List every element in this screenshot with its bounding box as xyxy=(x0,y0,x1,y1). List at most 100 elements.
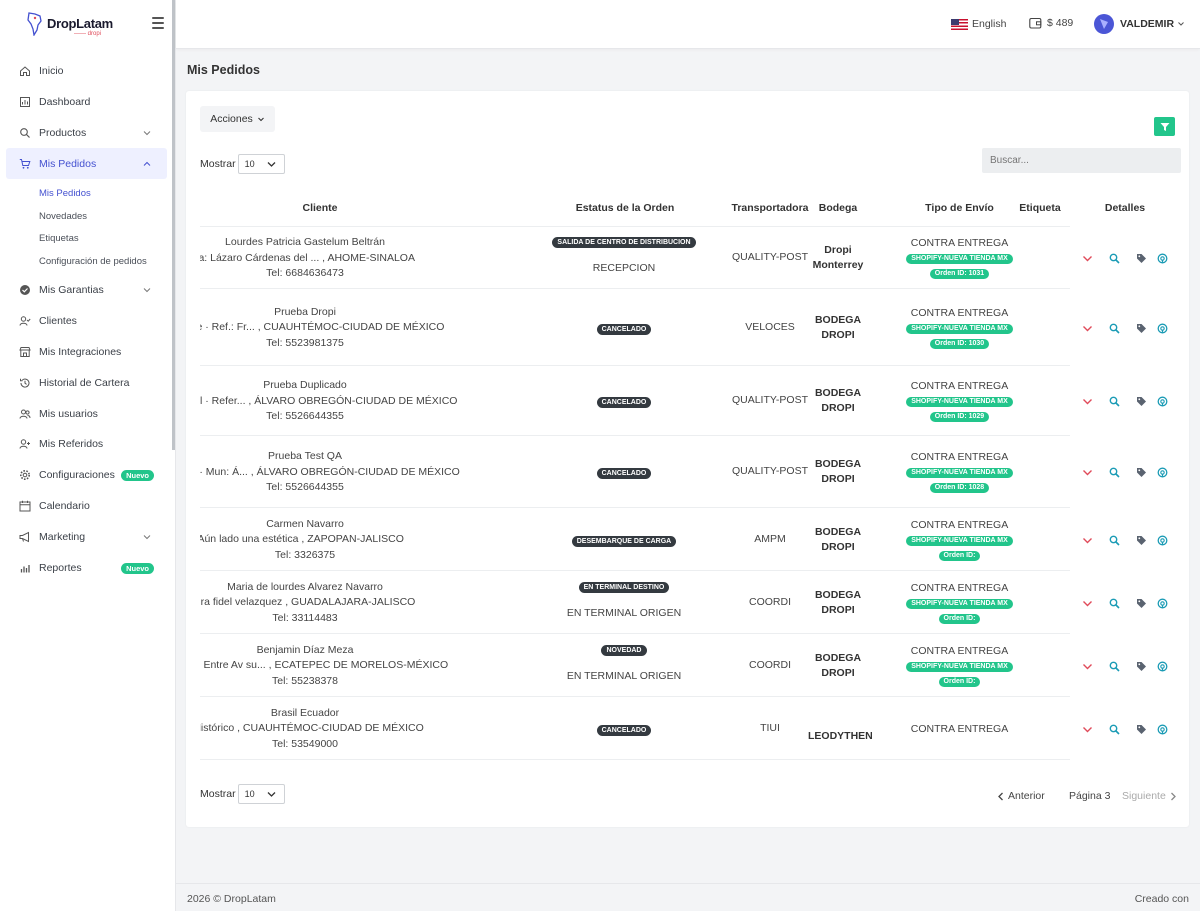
search-icon[interactable] xyxy=(1109,661,1120,672)
expand-chevron-icon[interactable] xyxy=(1082,323,1093,334)
support-icon[interactable] xyxy=(1157,598,1168,609)
submenu-item-mis-pedidos[interactable]: Mis Pedidos xyxy=(39,188,91,200)
search-icon[interactable] xyxy=(1109,467,1120,478)
tag-icon[interactable] xyxy=(1136,467,1147,478)
column-header-cliente[interactable]: Cliente xyxy=(302,202,338,214)
search-icon[interactable] xyxy=(1109,535,1120,546)
table-row[interactable]: Prueba Dropi onia: Roma Norte · Ref.: Fr.… xyxy=(200,289,1175,366)
filter-button[interactable] xyxy=(1154,117,1175,136)
submenu-item-configuracion[interactable]: Configuración de pedidos xyxy=(39,256,147,268)
tag-icon[interactable] xyxy=(1136,598,1147,609)
support-icon[interactable] xyxy=(1157,253,1168,264)
pagination-next[interactable]: Siguiente xyxy=(1122,790,1177,802)
avatar xyxy=(1094,14,1114,34)
table-row[interactable]: Brasil Ecuador 26-28, Centro Histórico , … xyxy=(200,697,1175,760)
tag-icon[interactable] xyxy=(1136,535,1147,546)
page-size-select[interactable]: 10 xyxy=(237,154,285,174)
sidebar-item-configuraciones[interactable]: Configuraciones Nuevo xyxy=(0,460,175,491)
sidebar-item-label: Calendario xyxy=(39,499,90,512)
page-size-select[interactable]: 10 xyxy=(237,784,285,804)
expand-chevron-icon[interactable] xyxy=(1082,396,1093,407)
table-row[interactable]: Prueba Test QA lonia: San Ángel · Mun: Á.… xyxy=(200,436,1175,508)
expand-chevron-icon[interactable] xyxy=(1082,253,1093,264)
store-badge: SHOPIFY-NUEVA TIENDA MX xyxy=(906,323,1013,334)
logo[interactable]: DropLatam —— dropi xyxy=(26,12,116,40)
tag-icon[interactable] xyxy=(1136,323,1147,334)
sidebar-item-mis-garantias[interactable]: Mis Garantias xyxy=(0,275,175,306)
page-size-value: 10 xyxy=(244,159,255,169)
status-badge: NOVEDAD xyxy=(601,644,647,656)
language-selector[interactable]: English xyxy=(951,18,1006,30)
client-name: Prueba Test QA xyxy=(268,450,342,462)
table-row[interactable]: Benjamin Díaz Meza anzana 70 · Ref.: Entr… xyxy=(200,634,1175,697)
column-header-tipo-envio[interactable]: Tipo de Envío xyxy=(925,202,994,214)
client-address: ı 14 · Ref.: Aún lado una estética , ZAP… xyxy=(200,533,404,545)
cell-estatus: CANCELADO xyxy=(520,466,728,479)
search-icon[interactable] xyxy=(1109,253,1120,264)
home-icon xyxy=(20,66,30,77)
tag-icon[interactable] xyxy=(1136,661,1147,672)
search-icon[interactable] xyxy=(1109,598,1120,609)
sidebar-item-mis-pedidos[interactable]: Mis Pedidos xyxy=(6,148,167,180)
search-input[interactable] xyxy=(982,148,1181,173)
column-header-bodega[interactable]: Bodega xyxy=(818,202,858,214)
sidebar-item-clientes[interactable]: Clientes xyxy=(0,306,175,337)
table-row[interactable]: Prueba Duplicado olonia: San Ángel · Refe… xyxy=(200,366,1175,436)
sidebar-item-label: Inicio xyxy=(39,65,64,78)
sidebar-item-mis-usuarios[interactable]: Mis usuarios xyxy=(0,398,175,429)
expand-chevron-icon[interactable] xyxy=(1082,467,1093,478)
table-row[interactable]: Maria de lourdes Alvarez Navarro f.: Medi… xyxy=(200,571,1175,634)
menu-toggle-icon[interactable] xyxy=(152,17,164,29)
wallet-balance[interactable]: $ 489 xyxy=(1029,17,1073,29)
sidebar-item-calendario[interactable]: Calendario xyxy=(0,491,175,522)
actions-dropdown-button[interactable]: Acciones xyxy=(200,106,275,132)
support-icon[interactable] xyxy=(1157,661,1168,672)
expand-chevron-icon[interactable] xyxy=(1082,535,1093,546)
tag-icon[interactable] xyxy=(1136,724,1147,735)
sidebar-item-productos[interactable]: Productos xyxy=(0,118,175,149)
column-header-detalles[interactable]: Detalles xyxy=(1104,202,1146,214)
support-icon[interactable] xyxy=(1157,467,1168,478)
tag-icon[interactable] xyxy=(1136,253,1147,264)
support-icon[interactable] xyxy=(1157,535,1168,546)
cell-bodega: BODEGA DROPI xyxy=(808,525,868,555)
pagination-prev[interactable]: Anterior xyxy=(997,790,1045,802)
search-icon[interactable] xyxy=(1109,323,1120,334)
user-menu[interactable]: VALDEMIR xyxy=(1094,14,1185,34)
bodega-line-2: DROPI xyxy=(821,666,855,679)
table-row[interactable]: Lourdes Patricia Gastelum Beltrán s 1143 … xyxy=(200,227,1175,289)
support-icon[interactable] xyxy=(1157,396,1168,407)
expand-chevron-icon[interactable] xyxy=(1082,598,1093,609)
column-header-transportadora[interactable]: Transportadora xyxy=(731,202,809,214)
column-header-etiqueta[interactable]: Etiqueta xyxy=(1019,202,1061,214)
column-header-estatus[interactable]: Estatus de la Orden xyxy=(575,202,675,214)
status-badge: CANCELADO xyxy=(596,397,652,408)
sidebar-item-reportes[interactable]: Reportes Nuevo xyxy=(0,552,175,583)
expand-chevron-icon[interactable] xyxy=(1082,661,1093,672)
sidebar-item-mis-integraciones[interactable]: Mis Integraciones xyxy=(0,337,175,368)
search-icon[interactable] xyxy=(1109,396,1120,407)
expand-chevron-icon[interactable] xyxy=(1082,724,1093,735)
table-row[interactable]: Carmen Navarro ı 14 · Ref.: Aún lado una … xyxy=(200,508,1175,571)
sidebar-scrollbar[interactable] xyxy=(172,0,175,450)
search-icon[interactable] xyxy=(1109,724,1120,735)
support-icon[interactable] xyxy=(1157,724,1168,735)
cell-transportadora: QUALITY-POST xyxy=(731,251,809,263)
sidebar-item-marketing[interactable]: Marketing xyxy=(0,521,175,552)
sidebar-item-historial[interactable]: Historial de Cartera xyxy=(0,367,175,398)
bodega-line-2: DROPI xyxy=(821,603,855,616)
row-divider xyxy=(200,633,1070,634)
submenu-item-novedades[interactable]: Novedades xyxy=(39,210,88,222)
sidebar-item-inicio[interactable]: Inicio xyxy=(0,56,175,87)
submenu-item-etiquetas[interactable]: Etiquetas xyxy=(39,233,79,245)
sidebar-item-mis-referidos[interactable]: Mis Referidos xyxy=(0,429,175,460)
bodega-line-2: DROPI xyxy=(821,540,855,553)
status-secondary: EN TERMINAL ORIGEN xyxy=(566,669,682,682)
tag-icon[interactable] xyxy=(1136,396,1147,407)
sidebar-item-dashboard[interactable]: Dashboard xyxy=(0,87,175,118)
chevron-down-icon xyxy=(143,131,151,136)
cell-bodega: BODEGA DROPI xyxy=(808,588,868,618)
cell-estatus: CANCELADO xyxy=(520,322,728,335)
support-icon[interactable] xyxy=(1157,323,1168,334)
status-badge: CANCELADO xyxy=(596,724,652,736)
